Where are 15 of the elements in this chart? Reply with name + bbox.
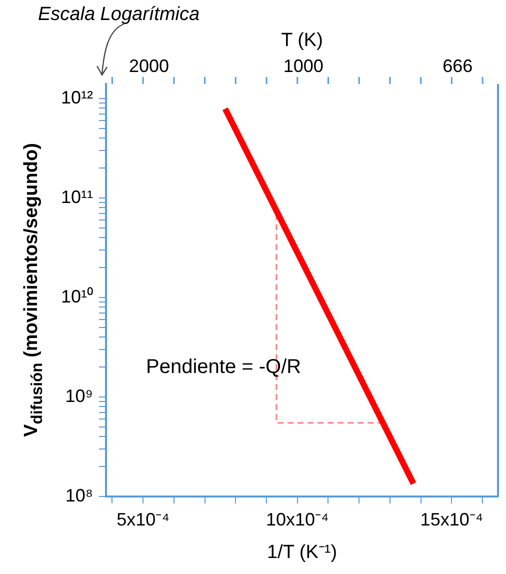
x-tick-label: 15x10⁻⁴ xyxy=(420,509,484,530)
text: 666 xyxy=(442,56,473,77)
text: 1000 xyxy=(283,56,324,77)
y-tick-label: 10⁸ xyxy=(65,486,94,506)
x-tick-label: 10x10⁻⁴ xyxy=(266,509,329,530)
x-tick-label: 5x10⁻⁴ xyxy=(116,509,170,530)
annotation: Pendiente = -Q/R xyxy=(146,356,302,379)
y-tick-label: 10¹¹ xyxy=(61,187,94,208)
text: 2000 xyxy=(129,56,170,77)
x-axis-title: 1/T (K⁻¹) xyxy=(266,542,338,563)
y-tick-label: 10¹² xyxy=(61,88,94,108)
text: Escala Logarítmica xyxy=(38,4,200,26)
x2-axis-title: T (K) xyxy=(281,30,323,52)
y-tick-label: 10¹⁰ xyxy=(61,286,94,307)
y-tick-label: 10⁹ xyxy=(65,386,94,406)
